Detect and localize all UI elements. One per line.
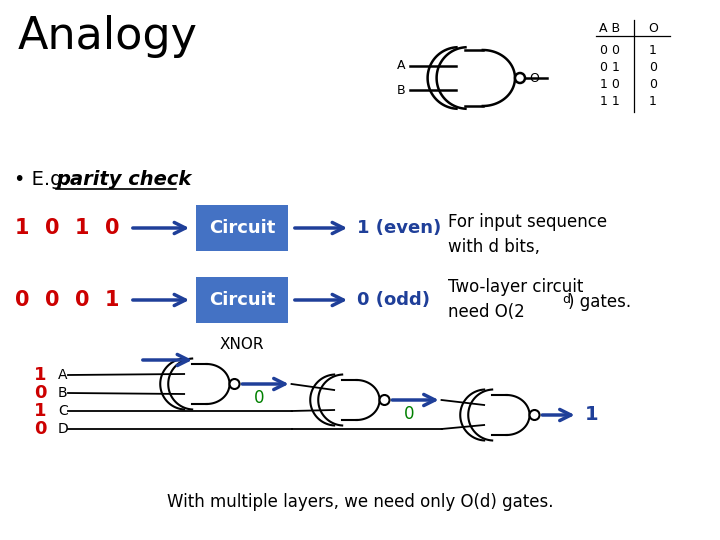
Text: ) gates.: ) gates. [568, 293, 631, 311]
Text: 0: 0 [254, 389, 265, 407]
Text: 0: 0 [649, 78, 657, 91]
Text: 1 (even): 1 (even) [357, 219, 441, 237]
Text: 1: 1 [104, 290, 120, 310]
Text: A: A [58, 368, 68, 382]
Text: 1: 1 [34, 366, 46, 384]
Circle shape [515, 73, 525, 83]
Text: Two-layer circuit
need O(2: Two-layer circuit need O(2 [448, 278, 583, 321]
Text: O: O [648, 22, 658, 35]
Text: XNOR: XNOR [220, 337, 264, 352]
Text: 1: 1 [14, 218, 30, 238]
Text: O: O [529, 71, 539, 84]
Text: 0: 0 [404, 405, 415, 423]
Text: 0: 0 [45, 218, 59, 238]
Text: A B: A B [600, 22, 621, 35]
Text: parity check: parity check [56, 170, 192, 189]
Circle shape [230, 379, 240, 389]
Text: 0: 0 [34, 384, 46, 402]
Text: 0: 0 [45, 290, 59, 310]
Text: 0 1: 0 1 [600, 61, 620, 74]
Text: B: B [397, 84, 405, 97]
Text: C: C [58, 404, 68, 418]
Text: • E.g.: • E.g. [14, 170, 75, 189]
Text: 1 0: 1 0 [600, 78, 620, 91]
Text: 0: 0 [14, 290, 30, 310]
Circle shape [379, 395, 390, 405]
Text: 0: 0 [649, 61, 657, 74]
Text: With multiple layers, we need only O(d) gates.: With multiple layers, we need only O(d) … [167, 493, 553, 511]
Text: 1: 1 [649, 44, 657, 57]
Text: D: D [58, 422, 68, 436]
Text: 1: 1 [585, 406, 598, 424]
Text: A: A [397, 59, 405, 72]
Text: 1: 1 [649, 95, 657, 108]
Text: 1: 1 [75, 218, 89, 238]
Text: d: d [562, 293, 570, 306]
Text: 1: 1 [34, 402, 46, 420]
FancyBboxPatch shape [196, 205, 288, 251]
Text: B: B [58, 386, 68, 400]
FancyBboxPatch shape [196, 277, 288, 323]
Text: 1 1: 1 1 [600, 95, 620, 108]
Text: 0: 0 [75, 290, 89, 310]
Text: 0: 0 [104, 218, 120, 238]
Text: Circuit: Circuit [209, 219, 275, 237]
Text: For input sequence
with d bits,: For input sequence with d bits, [448, 213, 607, 256]
Text: 0 (odd): 0 (odd) [357, 291, 430, 309]
Text: 0: 0 [34, 420, 46, 438]
Circle shape [529, 410, 539, 420]
Text: 0 0: 0 0 [600, 44, 620, 57]
Text: Circuit: Circuit [209, 291, 275, 309]
Text: Analogy: Analogy [18, 15, 198, 58]
